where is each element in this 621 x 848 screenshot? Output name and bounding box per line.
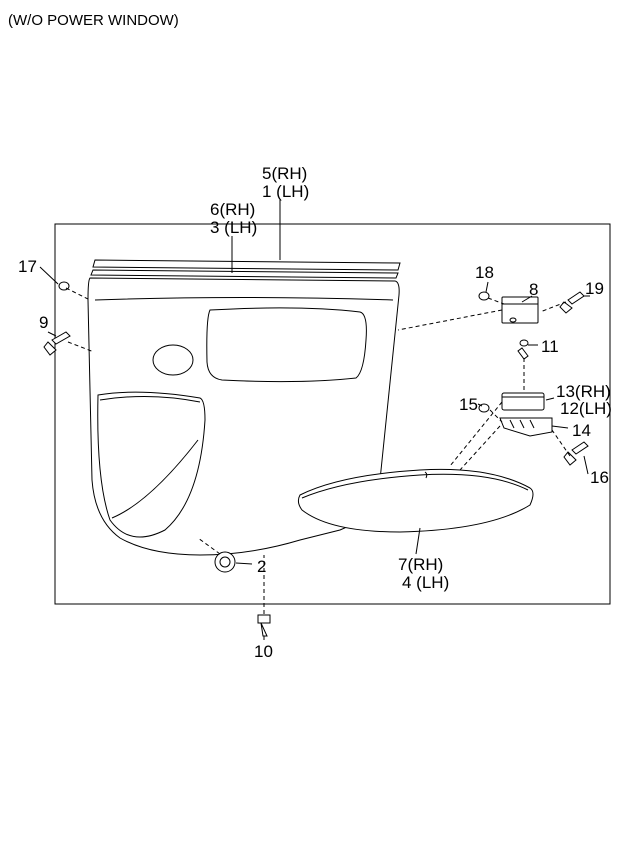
small-parts-right (479, 292, 588, 465)
diagram-svg (0, 0, 621, 848)
